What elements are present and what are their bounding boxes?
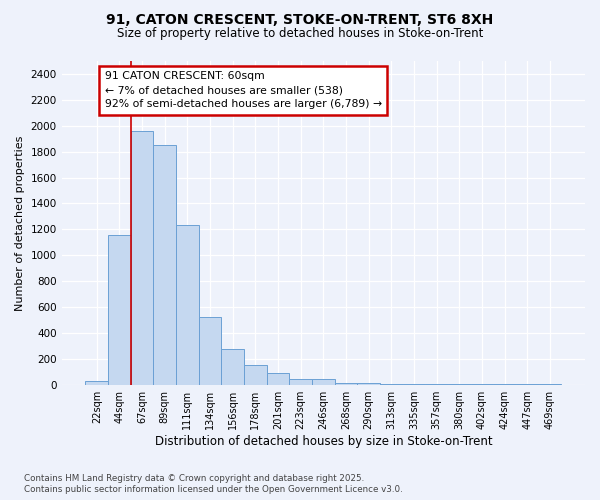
Bar bbox=[358, 383, 380, 384]
Text: 91 CATON CRESCENT: 60sqm
← 7% of detached houses are smaller (538)
92% of semi-d: 91 CATON CRESCENT: 60sqm ← 7% of detache… bbox=[105, 72, 382, 110]
Bar bbox=[289, 380, 312, 384]
Bar bbox=[199, 318, 221, 384]
Text: 91, CATON CRESCENT, STOKE-ON-TRENT, ST6 8XH: 91, CATON CRESCENT, STOKE-ON-TRENT, ST6 … bbox=[106, 12, 494, 26]
Bar bbox=[176, 226, 199, 384]
Text: Contains HM Land Registry data © Crown copyright and database right 2025.
Contai: Contains HM Land Registry data © Crown c… bbox=[24, 474, 403, 494]
Bar bbox=[108, 235, 131, 384]
Bar bbox=[221, 349, 244, 384]
Bar bbox=[131, 131, 154, 384]
X-axis label: Distribution of detached houses by size in Stoke-on-Trent: Distribution of detached houses by size … bbox=[155, 434, 492, 448]
Bar bbox=[85, 382, 108, 384]
Text: Size of property relative to detached houses in Stoke-on-Trent: Size of property relative to detached ho… bbox=[117, 28, 483, 40]
Bar bbox=[266, 373, 289, 384]
Y-axis label: Number of detached properties: Number of detached properties bbox=[15, 135, 25, 310]
Bar bbox=[312, 380, 335, 384]
Bar bbox=[244, 366, 266, 384]
Bar bbox=[335, 383, 358, 384]
Bar bbox=[154, 144, 176, 384]
